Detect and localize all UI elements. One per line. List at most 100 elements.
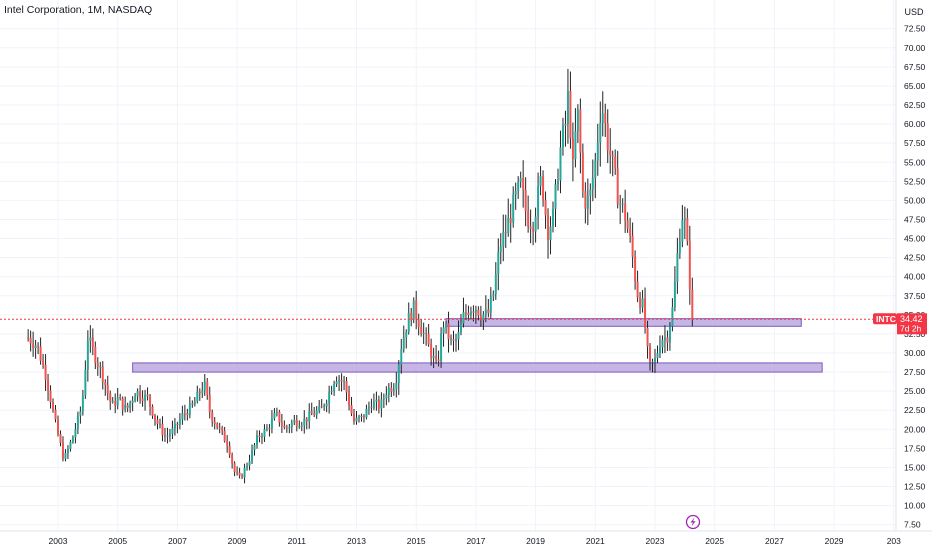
- candle-body: [519, 178, 522, 182]
- y-tick-label: 72.50: [904, 24, 926, 34]
- candle-body: [385, 394, 388, 399]
- candle-body: [586, 195, 589, 209]
- price-label: 34.42: [900, 314, 923, 324]
- candle-body: [634, 256, 637, 282]
- candle-body: [303, 418, 306, 426]
- candle-body: [432, 355, 435, 359]
- candle-body: [353, 413, 356, 422]
- candle-body: [233, 463, 236, 472]
- candle-body: [119, 397, 122, 399]
- y-tick-label: 30.00: [904, 348, 926, 358]
- candle-body: [688, 241, 691, 291]
- candle-body: [400, 349, 403, 365]
- x-tick-label: 2013: [347, 536, 366, 546]
- countdown-label: 7d 2h: [900, 323, 922, 333]
- candle-body: [435, 355, 438, 360]
- candle-body: [539, 176, 542, 187]
- candle-body: [323, 406, 326, 408]
- price-axis[interactable]: 7.50 10.00 12.50 15.00 17.50 20.00 22.50 25.00 2…: [904, 24, 926, 530]
- candle-body: [512, 194, 515, 223]
- candle-body: [280, 422, 283, 426]
- candle-body: [328, 392, 331, 404]
- candle-body: [333, 384, 336, 391]
- candle-body: [440, 333, 443, 362]
- candle-body: [151, 406, 154, 416]
- candle-body: [631, 235, 634, 257]
- candle-body: [218, 427, 221, 429]
- candle-body: [258, 435, 261, 438]
- candle-body: [236, 471, 239, 473]
- candle-body: [181, 413, 184, 420]
- candle-body: [52, 402, 55, 410]
- candle-body: [450, 339, 453, 341]
- candle-body: [524, 189, 527, 212]
- candle-body: [104, 381, 107, 386]
- lightning-bolt-icon[interactable]: [685, 514, 701, 530]
- candle-body: [549, 226, 552, 241]
- candle-body: [479, 315, 482, 321]
- currency-button[interactable]: USD: [904, 7, 924, 17]
- y-tick-label: 10.00: [904, 501, 926, 511]
- candle-body: [241, 475, 244, 478]
- candle-body: [226, 441, 229, 446]
- candle-body: [656, 353, 659, 359]
- x-tick-label: 2009: [228, 536, 247, 546]
- candle-body: [626, 220, 629, 229]
- time-axis[interactable]: 2003 2005 2007 2009 2011 2013 2015 2017 2019 2021…: [49, 536, 902, 546]
- candle-body: [599, 122, 602, 143]
- candle-body: [338, 379, 341, 382]
- candle-body: [484, 309, 487, 315]
- candle-body: [497, 252, 500, 275]
- candle-body: [584, 191, 587, 209]
- candle-body: [208, 395, 211, 413]
- candle-body: [402, 337, 405, 350]
- candle-body: [178, 419, 181, 425]
- last-price-tag: INTC 34.42 7d 2h: [873, 313, 927, 335]
- candle-body: [658, 347, 661, 354]
- candle-body: [639, 297, 642, 308]
- candle-body: [395, 383, 398, 390]
- candle-body: [238, 472, 241, 476]
- y-tick-label: 37.50: [904, 291, 926, 301]
- candle-body: [268, 428, 271, 430]
- candle-body: [382, 398, 385, 400]
- y-tick-label: 65.00: [904, 81, 926, 91]
- candle-body: [410, 312, 413, 321]
- candle-body: [467, 312, 470, 315]
- y-tick-label: 60.00: [904, 119, 926, 129]
- y-tick-label: 55.00: [904, 157, 926, 167]
- candle-body: [412, 300, 415, 321]
- support-zone-2[interactable]: [132, 362, 823, 373]
- candle-body: [564, 123, 567, 126]
- candle-body: [372, 401, 375, 408]
- candle-body: [313, 413, 316, 415]
- candle-body: [390, 387, 393, 392]
- candle-body: [69, 442, 72, 449]
- candle-body: [203, 381, 206, 391]
- candle-body: [39, 346, 42, 361]
- y-tick-label: 20.00: [904, 424, 926, 434]
- candle-body: [61, 442, 64, 459]
- y-tick-label: 42.50: [904, 253, 926, 263]
- candle-body: [345, 381, 348, 393]
- candle-body: [673, 281, 676, 308]
- candle-body: [678, 241, 681, 254]
- candle-body: [146, 394, 149, 397]
- candle-series: [27, 68, 694, 484]
- candle-body: [472, 311, 475, 313]
- candle-body: [124, 404, 127, 410]
- y-tick-label: 27.50: [904, 367, 926, 377]
- candle-body: [198, 391, 201, 394]
- candle-body: [101, 366, 104, 382]
- y-tick-label: 45.00: [904, 234, 926, 244]
- ticker-label: INTC: [876, 314, 896, 324]
- candle-body: [459, 323, 462, 333]
- candle-body: [173, 423, 176, 429]
- candle-body: [59, 433, 62, 443]
- candle-body: [260, 436, 263, 438]
- support-zone-1[interactable]: [445, 318, 802, 327]
- symbol-title: Intel Corporation, 1M, NASDAQ: [4, 4, 153, 16]
- candle-body: [392, 389, 395, 392]
